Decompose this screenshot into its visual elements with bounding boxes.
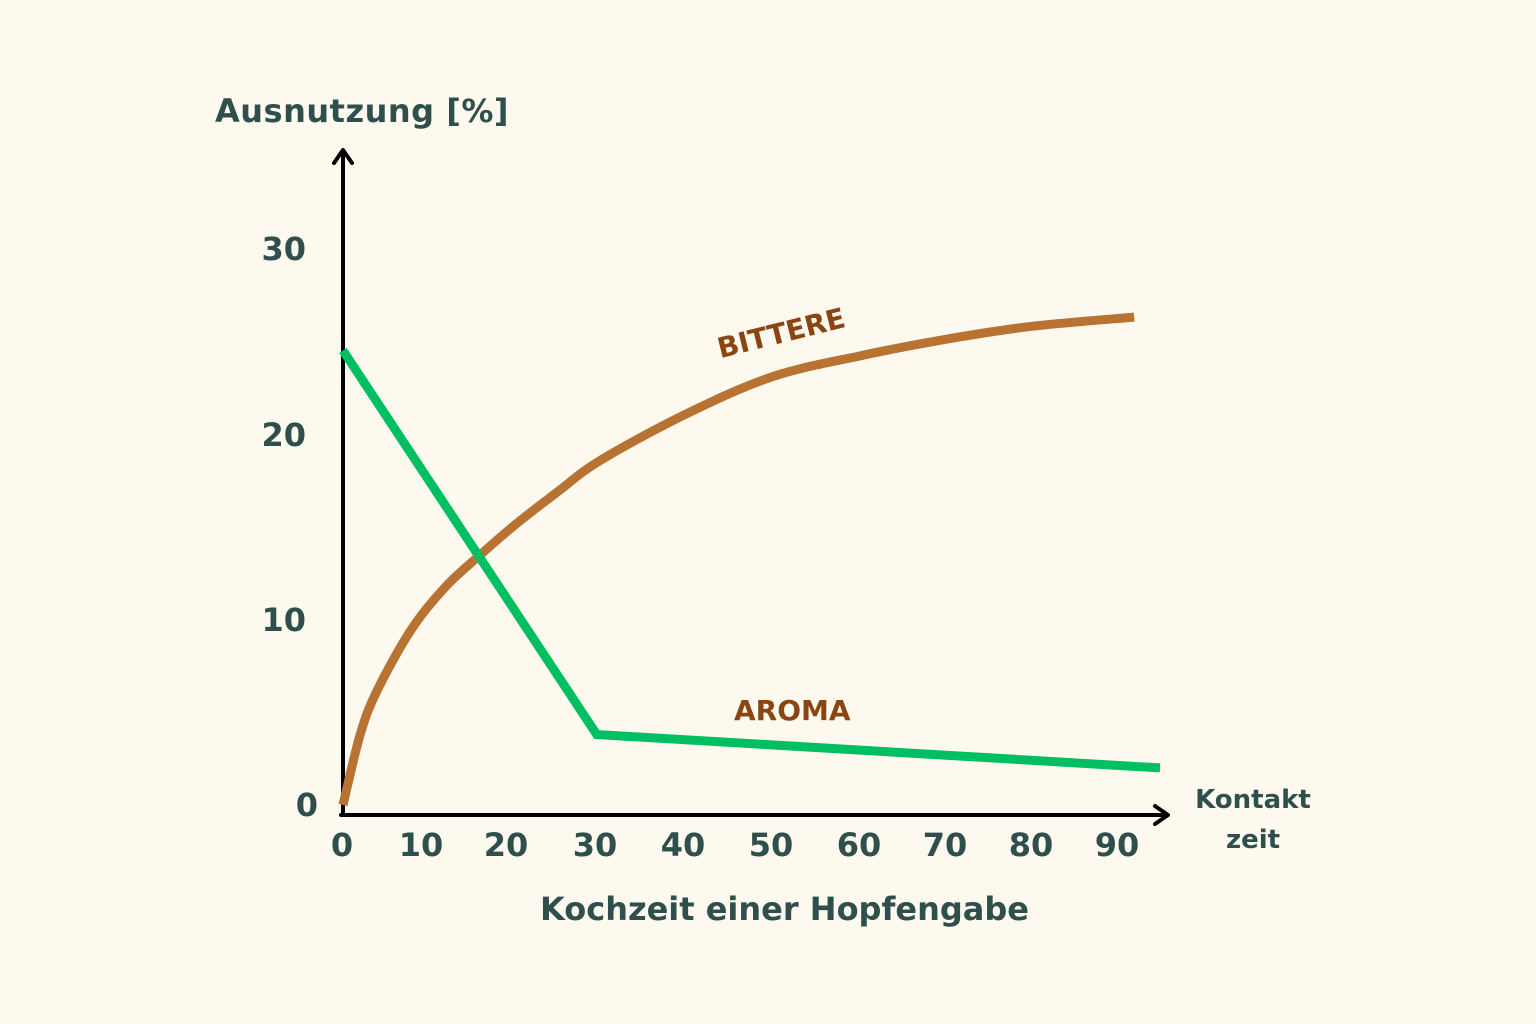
x-axis-unit-line2: zeit [1225,825,1281,855]
y-tick-20: 20 [261,416,306,454]
y-axis-title: Ausnutzung [%] [215,92,509,130]
x-tick-70: 70 [922,826,968,864]
y-tick-0: 0 [295,786,318,824]
y-tick-30: 30 [261,230,306,268]
aroma-series-label: AROMA [734,694,851,727]
x-tick-0: 0 [330,826,354,864]
x-tick-80: 80 [1008,826,1054,864]
x-tick-10: 10 [398,826,444,864]
x-tick-90: 90 [1094,826,1140,864]
axes [332,148,1170,826]
bitter-curve [338,312,1135,807]
x-axis-unit-line1: Kontakt [1195,785,1311,815]
x-axis-title: Kochzeit einer Hopfengabe [540,890,1029,928]
x-axis-unit-label: Kontakt zeit [1180,780,1326,860]
x-tick-60: 60 [836,826,882,864]
x-axis-arrow-icon [1153,804,1170,826]
y-axis-arrow-icon [332,148,354,165]
y-tick-10: 10 [261,601,306,639]
aroma-line [339,348,1161,773]
x-tick-50: 50 [748,826,794,864]
x-tick-30: 30 [572,826,618,864]
x-tick-20: 20 [483,826,529,864]
x-tick-40: 40 [660,826,706,864]
